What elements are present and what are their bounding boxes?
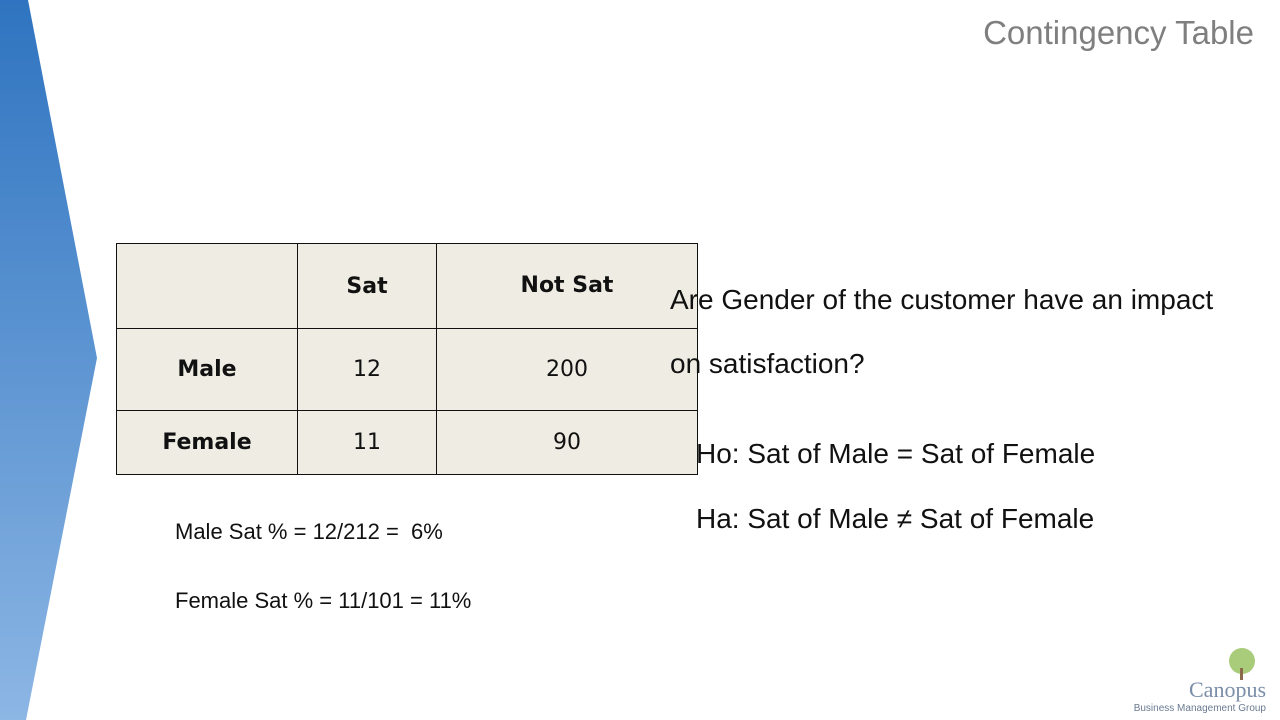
cell: 90 <box>436 410 698 475</box>
question: Are Gender of the customer have an impac… <box>670 284 1214 379</box>
contingency-table: Sat Not Sat Male 12 200 Female 11 90 <box>116 243 698 475</box>
row-label: Female <box>116 410 298 475</box>
cell: 200 <box>436 328 698 411</box>
corner-cell <box>116 243 298 329</box>
logo-tree <box>1229 648 1255 680</box>
hypothesis: Ho: Sat of Male = Sat of Female <box>696 438 1096 469</box>
hypothesis: Ha: Sat of Male ≠ Sat of Female <box>696 503 1095 534</box>
column-header: Sat <box>297 243 437 329</box>
side-chevron <box>0 0 97 720</box>
note: Male Sat % = 12/212 = 6% <box>175 519 443 544</box>
row-label: Male <box>116 328 298 411</box>
column-header: Not Sat <box>436 243 698 329</box>
logo: Canopus Business Management Group <box>1134 677 1266 714</box>
cell: 12 <box>297 328 437 411</box>
cell: 11 <box>297 410 437 475</box>
logo-tagline: Business Management Group <box>1133 703 1266 714</box>
note: Female Sat % = 11/101 = 11% <box>175 588 472 613</box>
slide-title: Contingency Table <box>983 14 1254 51</box>
logo-name: Canopus <box>1189 677 1266 702</box>
